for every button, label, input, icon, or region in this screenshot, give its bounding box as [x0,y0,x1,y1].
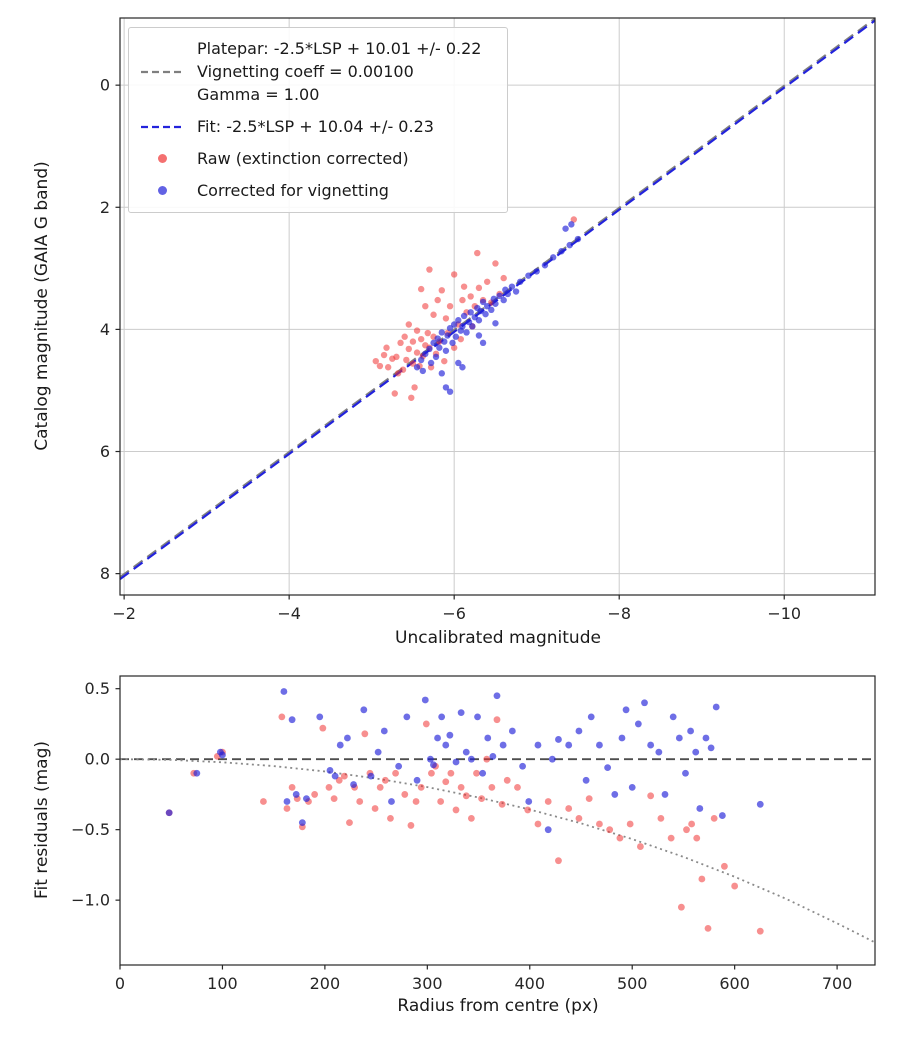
legend-label-corrected: Corrected for vignetting [197,181,389,200]
magnitude-fit-chart-spines [119,17,876,596]
platepar-line-swatch [140,68,184,76]
legend-label-platepar: Platepar: -2.5*LSP + 10.01 +/- 0.22 [197,39,482,58]
legend-label-raw: Raw (extinction corrected) [197,149,409,168]
raw-residual-points [165,713,764,935]
x-tick-label: −4 [277,604,301,623]
fit-residuals-chart-spines [119,675,876,966]
bottom-y-axis-label: Fit residuals (mag) [32,741,52,899]
fit-residuals-chart: 0 100 200 300 400 500 600 700 0.5 0.0 −0.5 −1.0 [71,675,876,993]
raw-marker-swatch [140,154,184,163]
legend-item-fit: Fit: -2.5*LSP + 10.04 +/- 0.23 [140,115,481,138]
y-tick-label: 0.0 [85,750,110,769]
y-tick-label: −1.0 [71,891,110,910]
legend-label-gamma: Gamma = 1.00 [197,85,320,104]
x-tick-label: 0 [115,974,125,993]
y-tick-label: 8 [100,564,110,583]
y-tick-label: 2 [100,198,110,217]
x-tick-label: 500 [617,974,648,993]
top-y-axis-label: Catalog magnitude (GAIA G band) [32,161,52,451]
legend-item-platepar: Platepar: -2.5*LSP + 10.01 +/- 0.22 Vign… [140,37,481,106]
corrected-points [413,221,582,395]
y-tick-label: 0.5 [85,679,110,698]
y-tick-label: −0.5 [71,820,110,839]
fit-line [119,19,876,581]
legend: Platepar: -2.5*LSP + 10.01 +/- 0.22 Vign… [128,27,509,213]
fit-residuals-chart-ticks: 0 100 200 300 400 500 600 700 0.5 0.0 −0.5 −1.0 [71,679,852,993]
bottom-x-axis-label: Radius from centre (px) [397,996,599,1016]
x-tick-label: −8 [607,604,631,623]
vignetting-model-curve [119,758,876,944]
legend-label-fit: Fit: -2.5*LSP + 10.04 +/- 0.23 [197,117,434,136]
magnitude-fit-chart-ticks: −2 −4 −6 −8 −10 0 2 4 6 8 [100,76,801,623]
x-tick-label: 100 [207,974,238,993]
y-tick-label: 0 [100,76,110,95]
x-tick-label: 200 [310,974,341,993]
corrected-marker-swatch [140,186,184,195]
x-tick-label: −6 [442,604,466,623]
legend-item-raw: Raw (extinction corrected) [140,147,481,170]
x-tick-label: 700 [822,974,853,993]
x-tick-label: −2 [112,604,136,623]
x-tick-label: 400 [514,974,545,993]
legend-item-corrected: Corrected for vignetting [140,179,481,202]
y-tick-label: 6 [100,442,110,461]
fit-line-swatch [140,123,184,131]
x-tick-label: −10 [767,604,801,623]
top-x-axis-label: Uncalibrated magnitude [395,628,601,648]
y-tick-label: 4 [100,320,110,339]
x-tick-label: 600 [719,974,750,993]
x-tick-label: 300 [412,974,443,993]
legend-label-vignetting-coeff: Vignetting coeff = 0.00100 [197,62,414,81]
corrected-residual-points [165,688,764,834]
